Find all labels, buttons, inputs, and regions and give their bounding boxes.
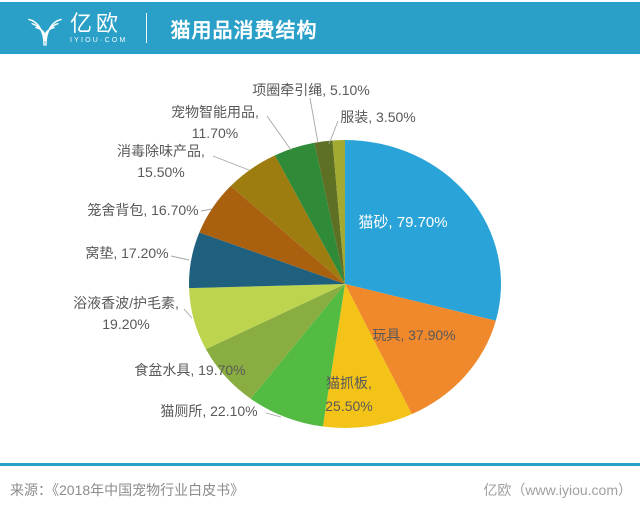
footer-credit: 亿欧（www.iyiou.com） (483, 482, 632, 498)
pie-label-food-water-bowls-text: 食盆水具, 19.70% (134, 362, 246, 378)
pie-label-cages-carriers: 笼舍背包, 16.70% (87, 200, 198, 220)
pie-label-collar-leash-text: 项圈牵引绳, 5.10% (252, 82, 370, 98)
pie-label-clothing-text: 服装, 3.50% (340, 109, 416, 125)
leader-line-clothing (328, 120, 339, 145)
pie-slice-cat-litter (345, 140, 501, 321)
pie-label-deodorizing-products-line2: 15.50% (137, 164, 185, 180)
pie-label-shampoo-conditioner-line2: 19.20% (102, 316, 150, 332)
iyiou-logo-icon (28, 18, 62, 46)
pie-label-clothing: 服装, 3.50% (340, 107, 415, 127)
pie-label-cages-carriers-text: 笼舍背包, 16.70% (87, 202, 199, 218)
leader-line-cages-carriers (200, 208, 213, 212)
pie-slice-smart-pet-products (274, 142, 345, 284)
pie-label-toys-text: 玩具, 37.90% (372, 327, 456, 343)
pie-svg (170, 97, 501, 428)
pie-slice-clothing (332, 140, 345, 284)
pie-slice-bedding-mats (188, 232, 345, 289)
pie-label-cat-litter: 猫砂, 79.70% (358, 213, 447, 233)
pie-label-scratching-board: 猫抓板, 25.50% (325, 372, 372, 418)
pie-slice-shampoo-conditioner (189, 284, 345, 350)
pie-slice-collar-leash (314, 140, 345, 284)
leader-line-smart-pet-products (266, 115, 292, 151)
pie-label-cat-toilet: 猫厕所, 22.10% (160, 401, 257, 421)
pie-label-bedding-mats: 窝垫, 17.20% (85, 243, 168, 263)
leader-line-shampoo-conditioner (183, 308, 193, 319)
pie-label-bedding-mats-text: 窝垫, 17.20% (85, 245, 169, 261)
header-bar: 亿欧 IYIOU·COM 猫用品消费结构 (0, 2, 640, 54)
pie-label-shampoo-conditioner-line1: 浴液香波/护毛素, (73, 295, 179, 311)
pie-label-shampoo-conditioner: 浴液香波/护毛素, 19.20% (73, 293, 179, 335)
leader-line-bedding-mats (170, 255, 190, 261)
pie-slices-group (188, 140, 501, 428)
pie-label-toys: 玩具, 37.90% (372, 325, 455, 345)
pie-label-deodorizing-products-line1: 消毒除味产品, (117, 143, 205, 159)
pie-label-smart-pet-products-line1: 宠物智能用品, (171, 104, 259, 120)
leader-line-cat-toilet (265, 412, 282, 418)
pie-label-cat-litter-text: 猫砂, 79.70% (358, 214, 448, 231)
pie-slice-food-water-bowls (205, 284, 345, 399)
pie-label-collar-leash: 项圈牵引绳, 5.10% (252, 80, 369, 100)
leader-line-collar-leash (309, 97, 319, 144)
pie-slice-cat-toilet (250, 284, 345, 427)
pie-slice-scratching-board (322, 284, 412, 428)
logo-subtext: IYIOU·COM (70, 36, 128, 44)
pie-label-smart-pet-products-line2: 11.70% (191, 125, 239, 141)
pie-label-deodorizing-products: 消毒除味产品, 15.50% (117, 141, 205, 183)
pie-chart (0, 54, 640, 459)
pie-slice-deodorizing-products (230, 155, 345, 284)
leader-line-deodorizing-products (212, 155, 250, 171)
leader-lines (170, 97, 339, 418)
pie-slice-toys (345, 284, 496, 415)
logo-text: 亿欧 (70, 10, 123, 36)
iyiou-logo: 亿欧 IYIOU·COM (26, 8, 128, 48)
pie-label-scratching-board-line2: 25.50% (325, 398, 373, 414)
pie-label-cat-toilet-text: 猫厕所, 22.10% (160, 403, 258, 419)
page-title: 猫用品消费结构 (170, 19, 318, 42)
pie-label-food-water-bowls: 食盆水具, 19.70% (134, 360, 245, 380)
footer-divider (0, 463, 640, 466)
header-divider (145, 13, 147, 43)
pie-label-smart-pet-products: 宠物智能用品, 11.70% (171, 102, 259, 144)
pie-slice-cages-carriers (199, 185, 345, 284)
pie-label-scratching-board-line1: 猫抓板, (326, 375, 372, 391)
footer-source: 来源：《2018年中国宠物行业白皮书》 (10, 482, 245, 498)
